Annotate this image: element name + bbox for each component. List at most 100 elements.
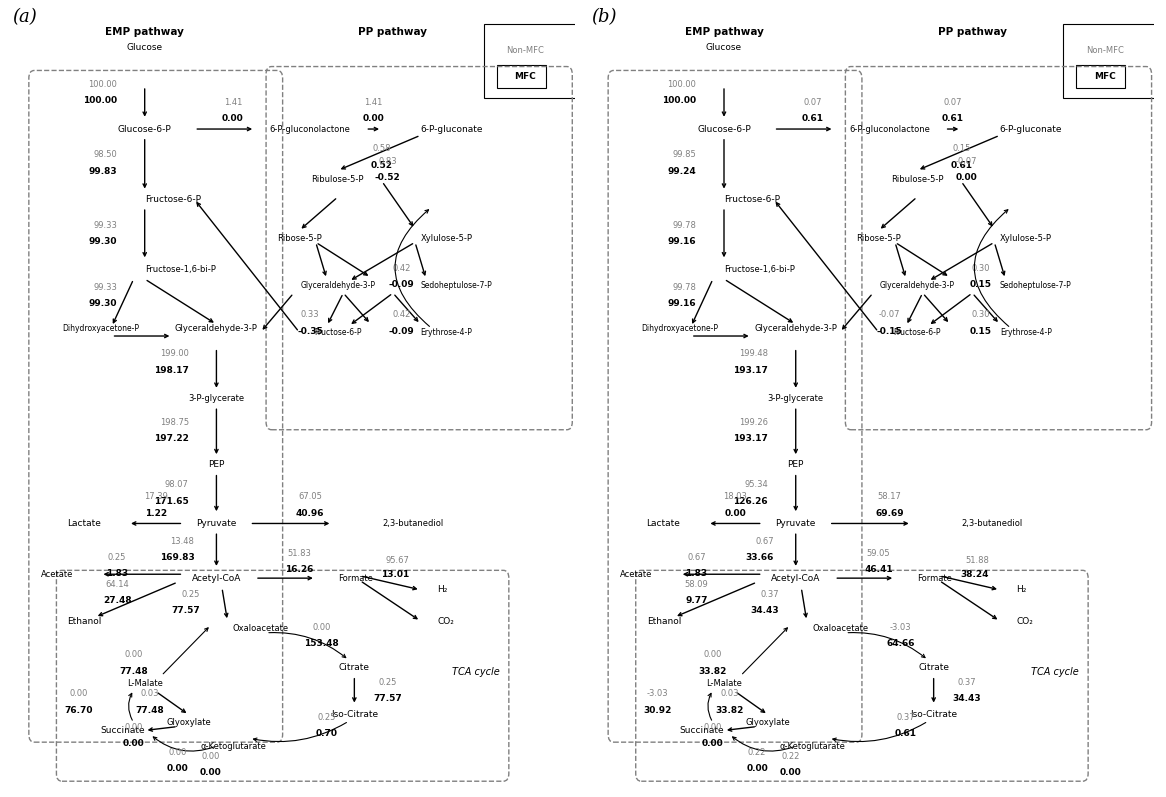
- Text: Dihydroxyacetone-P: Dihydroxyacetone-P: [641, 324, 718, 332]
- Text: 99.83: 99.83: [89, 167, 117, 175]
- Text: Ribulose-5-P: Ribulose-5-P: [891, 175, 943, 184]
- Text: 99.16: 99.16: [668, 300, 696, 308]
- Text: 0.42: 0.42: [392, 264, 410, 273]
- Text: TCA cycle: TCA cycle: [1031, 667, 1079, 677]
- Text: -3.03: -3.03: [890, 622, 912, 632]
- Text: 0.00: 0.00: [956, 173, 977, 182]
- Text: Erythrose-4-P: Erythrose-4-P: [421, 328, 472, 336]
- Text: Ribose-5-P: Ribose-5-P: [276, 234, 322, 243]
- Text: 99.78: 99.78: [673, 221, 696, 230]
- Text: Acetate: Acetate: [41, 570, 73, 579]
- Text: 0.07: 0.07: [803, 98, 822, 107]
- Text: α-Ketoglutarate: α-Ketoglutarate: [779, 741, 845, 751]
- Text: 33.66: 33.66: [745, 553, 774, 563]
- Text: 0.25: 0.25: [182, 590, 199, 599]
- Text: -0.07: -0.07: [956, 156, 977, 166]
- Text: 40.96: 40.96: [296, 508, 324, 518]
- Text: 99.30: 99.30: [89, 300, 117, 308]
- Text: MFC: MFC: [1094, 73, 1116, 81]
- Text: 0.15: 0.15: [953, 144, 970, 154]
- Text: 2,3-butanediol: 2,3-butanediol: [961, 519, 1023, 528]
- Text: Fructose-1,6-bi-P: Fructose-1,6-bi-P: [145, 265, 216, 274]
- Text: Glyceraldehyde-3-P: Glyceraldehyde-3-P: [754, 324, 837, 332]
- Text: Acetyl-CoA: Acetyl-CoA: [191, 574, 241, 583]
- Text: 0.30: 0.30: [971, 310, 990, 320]
- Text: Fructose-1,6-bi-P: Fructose-1,6-bi-P: [724, 265, 795, 274]
- Text: 0.07: 0.07: [943, 98, 962, 107]
- Text: 9.77: 9.77: [686, 596, 708, 605]
- Text: 76.70: 76.70: [64, 705, 93, 715]
- Text: 77.48: 77.48: [136, 705, 164, 715]
- FancyBboxPatch shape: [484, 24, 578, 98]
- Text: CO₂: CO₂: [1017, 617, 1033, 626]
- Text: 17.39: 17.39: [143, 493, 168, 501]
- Text: H₂: H₂: [437, 585, 448, 595]
- Text: Oxaloacetate: Oxaloacetate: [813, 624, 869, 634]
- Text: 0.22: 0.22: [747, 748, 766, 757]
- Text: Fructose-6-P: Fructose-6-P: [724, 194, 780, 204]
- Text: -0.09: -0.09: [388, 280, 414, 289]
- Text: Acetate: Acetate: [620, 570, 652, 579]
- Text: Citrate: Citrate: [918, 663, 949, 673]
- Text: 0.00: 0.00: [202, 752, 220, 760]
- Text: Erythrose-4-P: Erythrose-4-P: [1000, 328, 1052, 336]
- Text: 99.85: 99.85: [673, 151, 696, 159]
- Text: -0.09: -0.09: [388, 327, 414, 336]
- Text: Formate: Formate: [338, 574, 373, 583]
- Text: 77.48: 77.48: [119, 666, 148, 676]
- Text: Oxaloacetate: Oxaloacetate: [233, 624, 289, 634]
- Text: 199.00: 199.00: [160, 349, 189, 359]
- Text: PP pathway: PP pathway: [358, 28, 428, 37]
- Text: Formate: Formate: [918, 574, 951, 583]
- Text: 0.00: 0.00: [122, 740, 145, 748]
- Text: 0.00: 0.00: [201, 768, 222, 777]
- Text: 6-P-gluconate: 6-P-gluconate: [421, 124, 483, 134]
- Text: 0.30: 0.30: [971, 264, 990, 273]
- Text: 1.41: 1.41: [224, 98, 243, 107]
- Text: 0.03: 0.03: [141, 689, 160, 698]
- Text: Glyoxylate: Glyoxylate: [746, 718, 791, 727]
- Text: 95.67: 95.67: [386, 556, 409, 565]
- Text: 38.24: 38.24: [961, 570, 989, 579]
- Text: 1.83: 1.83: [106, 569, 128, 578]
- Text: 0.42: 0.42: [392, 310, 410, 320]
- Text: 0.00: 0.00: [704, 723, 722, 732]
- Text: 197.22: 197.22: [154, 434, 189, 443]
- Text: 0.70: 0.70: [316, 729, 338, 738]
- Text: Glyoxylate: Glyoxylate: [167, 718, 211, 727]
- Text: 0.25: 0.25: [108, 552, 126, 562]
- Text: Fructose-6-P: Fructose-6-P: [314, 328, 361, 336]
- Text: PEP: PEP: [787, 461, 803, 469]
- Text: 0.83: 0.83: [378, 156, 396, 166]
- Text: 1.22: 1.22: [145, 508, 167, 518]
- Text: Iso-Citrate: Iso-Citrate: [331, 710, 378, 720]
- Text: 6-P-gluconolactone: 6-P-gluconolactone: [269, 124, 351, 134]
- Text: L-Malate: L-Malate: [707, 679, 742, 688]
- Text: Glucose: Glucose: [705, 43, 742, 52]
- FancyBboxPatch shape: [1076, 65, 1125, 88]
- Text: Fructose-6-P: Fructose-6-P: [145, 194, 201, 204]
- Text: 0.00: 0.00: [222, 115, 244, 124]
- Text: 99.33: 99.33: [93, 283, 117, 292]
- Text: 0.61: 0.61: [895, 729, 918, 738]
- Text: Succinate: Succinate: [100, 726, 145, 735]
- Text: 34.43: 34.43: [953, 694, 981, 703]
- Text: 0.00: 0.00: [125, 723, 143, 732]
- Text: 0.15: 0.15: [970, 280, 991, 289]
- Text: 33.82: 33.82: [715, 705, 744, 715]
- Text: 30.92: 30.92: [644, 705, 672, 715]
- Text: Glucose-6-P: Glucose-6-P: [118, 124, 171, 134]
- Text: 59.05: 59.05: [866, 548, 891, 558]
- Text: 153.48: 153.48: [304, 639, 338, 648]
- Text: Sedoheptulose-7-P: Sedoheptulose-7-P: [1000, 281, 1072, 290]
- Text: 1.83: 1.83: [686, 569, 708, 578]
- Text: 0.58: 0.58: [373, 144, 391, 154]
- Text: 1.41: 1.41: [365, 98, 382, 107]
- Text: Xylulose-5-P: Xylulose-5-P: [421, 234, 472, 243]
- Text: Citrate: Citrate: [339, 663, 370, 673]
- Text: Non-MFC: Non-MFC: [1086, 46, 1124, 56]
- Text: Ribulose-5-P: Ribulose-5-P: [311, 175, 364, 184]
- Text: 0.15: 0.15: [970, 327, 991, 336]
- Text: -3.03: -3.03: [647, 689, 668, 698]
- Text: 0.00: 0.00: [125, 650, 143, 659]
